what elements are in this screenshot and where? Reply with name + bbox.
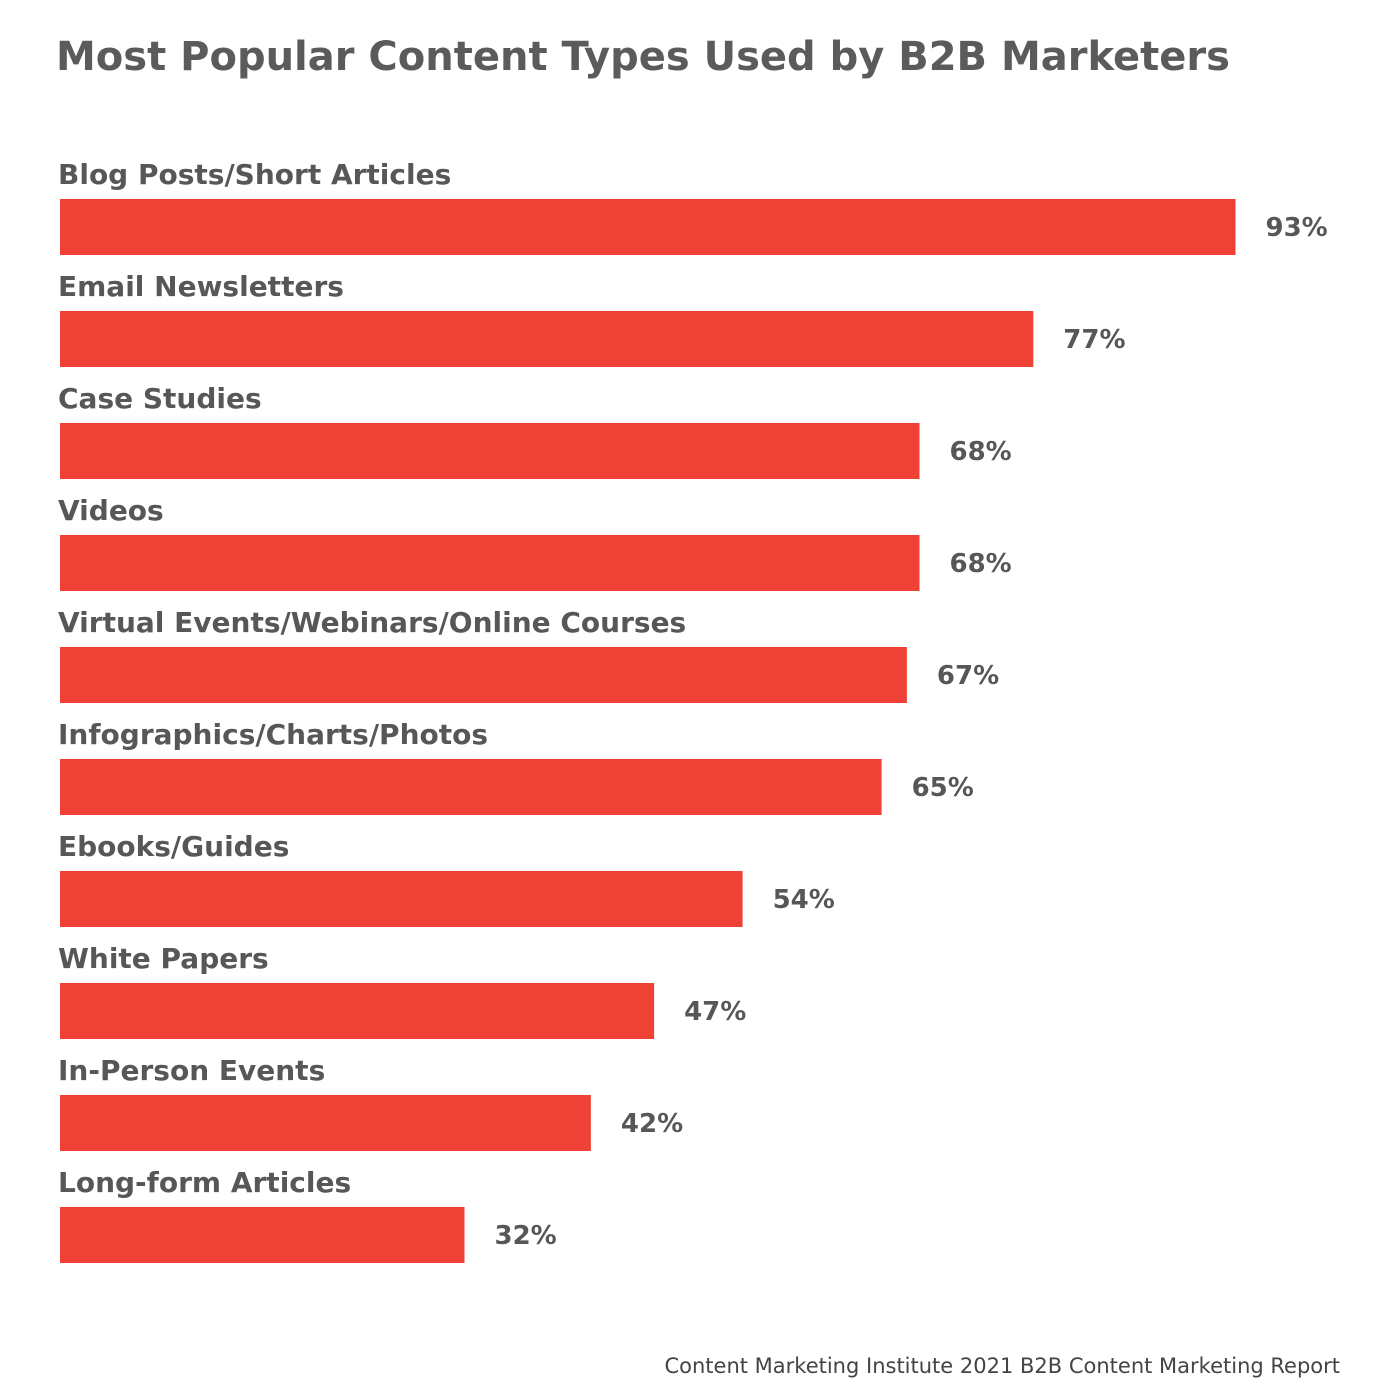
value-label: 68% <box>950 549 1012 579</box>
bars-group: Blog Posts/Short Articles 93% Email Newsle… <box>58 158 1328 1263</box>
bar <box>60 983 655 1039</box>
chart-title: Most Popular Content Types Used by B2B M… <box>56 34 1230 80</box>
value-label: 32% <box>495 1221 557 1251</box>
bar <box>60 535 920 591</box>
bar <box>60 423 920 479</box>
value-label: 93% <box>1266 213 1328 243</box>
value-label: 47% <box>684 997 746 1027</box>
value-label: 68% <box>950 437 1012 467</box>
bar <box>60 199 1236 255</box>
value-label: 77% <box>1063 325 1125 355</box>
value-label: 42% <box>621 1109 683 1139</box>
value-label: 54% <box>773 885 835 915</box>
category-label: White Papers <box>58 942 269 975</box>
source-note: Content Marketing Institute 2021 B2B Con… <box>664 1354 1340 1378</box>
value-label: 67% <box>937 661 999 691</box>
value-label: 65% <box>912 773 974 803</box>
category-label: Blog Posts/Short Articles <box>58 158 451 191</box>
category-label: Infographics/Charts/Photos <box>58 718 488 751</box>
category-label: Email Newsletters <box>58 270 344 303</box>
category-label: Case Studies <box>58 382 262 415</box>
category-label: Videos <box>58 494 164 527</box>
bar <box>60 871 743 927</box>
category-label: Ebooks/Guides <box>58 830 289 863</box>
bar <box>60 1207 465 1263</box>
bar <box>60 759 882 815</box>
bar <box>60 311 1034 367</box>
category-label: Virtual Events/Webinars/Online Courses <box>58 606 686 639</box>
bar <box>60 1095 591 1151</box>
category-label: Long-form Articles <box>58 1166 351 1199</box>
bar <box>60 647 907 703</box>
category-label: In-Person Events <box>58 1054 325 1087</box>
